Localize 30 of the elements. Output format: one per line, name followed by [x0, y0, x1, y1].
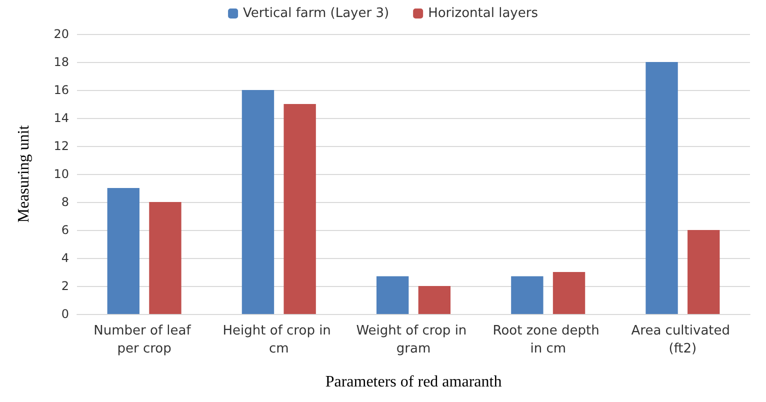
bar: [107, 188, 140, 314]
bar: [376, 276, 409, 314]
bar: [242, 90, 274, 314]
x-tick-label: Root zone depth in cm: [492, 324, 604, 356]
y-tick-label: 6: [61, 223, 69, 237]
y-tick-label: 12: [54, 139, 69, 153]
y-tick-label: 2: [61, 279, 69, 293]
y-tick-label: 14: [54, 111, 69, 125]
bar: [418, 286, 451, 314]
y-tick-label: 10: [54, 167, 69, 181]
x-axis-title: Parameters of red amaranth: [325, 374, 502, 390]
y-tick-label: 0: [61, 307, 69, 321]
y-tick-label: 20: [54, 27, 69, 41]
y-tick-label: 4: [61, 251, 69, 265]
y-axis-title: Measuring unit: [16, 124, 32, 223]
bar: [149, 202, 182, 314]
legend-label: Horizontal layers: [428, 6, 538, 21]
bar: [511, 276, 544, 314]
bar: [646, 62, 678, 314]
y-tick-label: 18: [54, 55, 69, 69]
x-tick-label: Area cultivated (ft2): [631, 324, 734, 356]
y-tick-label: 16: [54, 83, 69, 97]
bar: [284, 104, 316, 314]
x-tick-label: Height of crop in cm: [222, 324, 336, 356]
x-tick-label: Number of leaf per crop: [94, 324, 195, 356]
y-tick-label: 8: [61, 195, 69, 209]
x-tick-label: Weight of crop in gram: [356, 324, 471, 356]
legend-label: Vertical farm (Layer 3): [243, 6, 390, 21]
bar: [552, 272, 586, 314]
bar: [688, 230, 720, 314]
